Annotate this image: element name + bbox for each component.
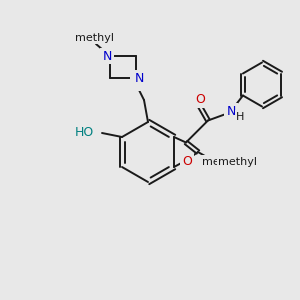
Text: N: N <box>132 76 142 89</box>
Text: methyl: methyl <box>74 33 113 43</box>
Text: N: N <box>226 105 236 118</box>
Text: methyl: methyl <box>218 157 257 167</box>
Text: O: O <box>182 155 192 168</box>
Text: methyl: methyl <box>202 157 242 167</box>
Text: H: H <box>236 112 244 122</box>
Text: O: O <box>195 93 205 106</box>
Text: HO: HO <box>75 125 94 139</box>
Text: N: N <box>134 71 144 85</box>
Text: N: N <box>102 50 112 62</box>
